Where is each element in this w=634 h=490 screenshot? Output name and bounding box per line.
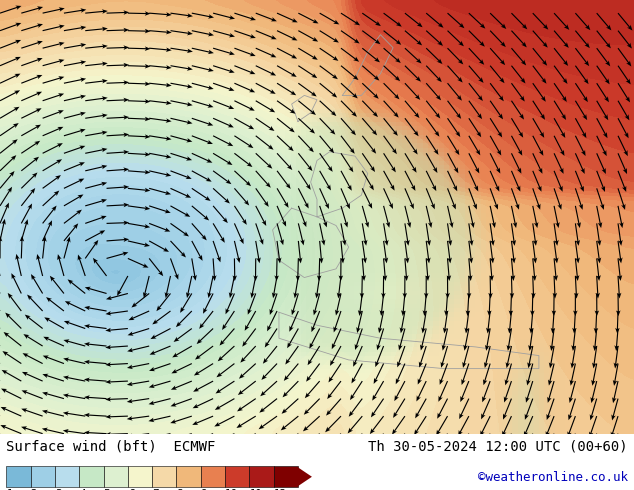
Text: Th 30-05-2024 12:00 UTC (00+60): Th 30-05-2024 12:00 UTC (00+60) xyxy=(368,439,628,453)
Bar xyxy=(6,466,30,487)
Polygon shape xyxy=(298,467,312,486)
Bar xyxy=(249,466,274,487)
Bar xyxy=(152,466,176,487)
Bar xyxy=(225,466,249,487)
Bar xyxy=(176,466,201,487)
Text: Surface wind (bft)  ECMWF: Surface wind (bft) ECMWF xyxy=(6,439,216,453)
Bar xyxy=(128,466,152,487)
Bar xyxy=(201,466,225,487)
Bar xyxy=(103,466,128,487)
Text: ©weatheronline.co.uk: ©weatheronline.co.uk xyxy=(477,471,628,484)
Bar xyxy=(30,466,55,487)
Bar xyxy=(55,466,79,487)
Bar xyxy=(274,466,298,487)
Bar xyxy=(79,466,103,487)
